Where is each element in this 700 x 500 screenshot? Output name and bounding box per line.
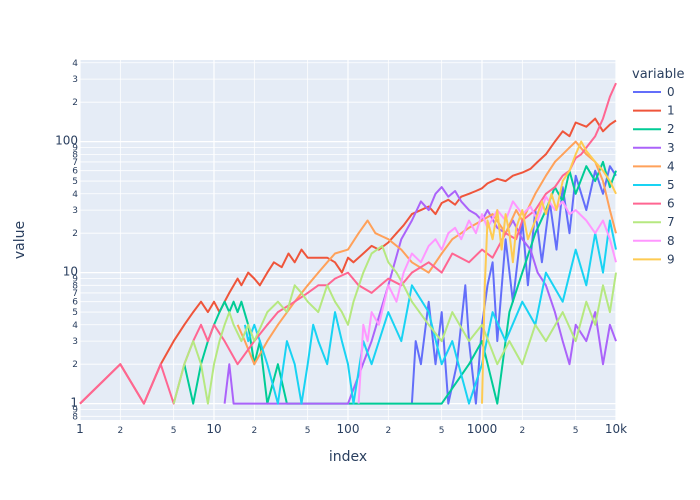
legend-title: variable (632, 67, 684, 82)
series-line-0 (410, 165, 617, 405)
y-tick-label: 3 (72, 337, 78, 347)
legend-item-1[interactable]: 1 (633, 104, 675, 118)
legend-item-2[interactable]: 2 (633, 122, 675, 136)
y-tick-label: 1 (70, 396, 78, 410)
legend-label: 7 (667, 215, 675, 229)
x-tick-label: 5 (573, 426, 579, 436)
legend-label: 2 (667, 122, 675, 136)
y-tick-label: 4 (72, 321, 78, 331)
y-tick-label: 5 (72, 308, 78, 318)
legend-item-7[interactable]: 7 (633, 215, 675, 229)
x-tick-label: 2 (519, 426, 525, 436)
legend-label: 0 (667, 85, 675, 99)
legend-item-9[interactable]: 9 (633, 252, 675, 266)
legend-label: 9 (667, 252, 675, 266)
legend-label: 8 (667, 234, 675, 248)
x-tick-label: 1 (76, 422, 84, 436)
y-tick-label: 8 (72, 150, 78, 160)
gridlines (79, 60, 617, 420)
series-line-7 (172, 244, 617, 405)
y-tick-label: 10 (63, 265, 78, 279)
x-tick-label: 2 (251, 426, 257, 436)
x-tick-label: 100 (337, 422, 360, 436)
y-tick-label: 2 (72, 360, 78, 370)
y-tick-label: 4 (72, 190, 78, 200)
x-tick-label: 2 (117, 426, 123, 436)
x-tick-label: 10 (206, 422, 221, 436)
y-tick-label: 7 (72, 289, 78, 299)
y-tick-label: 9 (72, 144, 78, 154)
y-tick-label: 8 (72, 412, 78, 422)
legend-item-0[interactable]: 0 (633, 85, 675, 99)
x-tick-label: 1000 (467, 422, 498, 436)
legend: variable 0 1 2 3 4 5 6 7 8 9 (632, 67, 684, 266)
series-line-5 (243, 219, 617, 405)
legend-label: 1 (667, 104, 675, 118)
legend-label: 4 (667, 159, 675, 173)
legend-label: 5 (667, 178, 675, 192)
x-axis-title: index (329, 449, 367, 465)
y-axis-title: value (12, 221, 28, 259)
legend-label: 3 (667, 141, 675, 155)
y-tick-label: 100 (55, 134, 78, 148)
y-tick-label: 6 (72, 167, 78, 177)
y-tick-label: 6 (72, 298, 78, 308)
y-tick-label: 9 (72, 406, 78, 416)
legend-item-3[interactable]: 3 (633, 141, 675, 155)
y-tick-label: 5 (72, 177, 78, 187)
y-tick-label: 9 (72, 275, 78, 285)
legend-item-8[interactable]: 8 (633, 234, 675, 248)
legend-item-6[interactable]: 6 (633, 197, 675, 211)
y-tick-label: 2 (72, 98, 78, 108)
legend-label: 6 (667, 197, 675, 211)
series-line-8 (357, 195, 617, 404)
series-layer (79, 82, 617, 405)
x-tick-label: 5 (305, 426, 311, 436)
series-line-4 (236, 140, 617, 366)
y-tick-label: 3 (72, 206, 78, 216)
x-tick-label: 10k (605, 422, 627, 436)
x-tick-labels: 1 2 5 10 2 5 100 2 5 1000 2 5 10k (76, 422, 627, 436)
y-tick-label: 4 (72, 59, 78, 69)
y-tick-label: 7 (72, 158, 78, 168)
y-tick-label: 2 (72, 229, 78, 239)
y-tick-label: 8 (72, 281, 78, 291)
legend-item-5[interactable]: 5 (633, 178, 675, 192)
x-tick-label: 5 (171, 426, 177, 436)
series-line-9 (481, 140, 617, 404)
y-tick-label: 3 (72, 75, 78, 85)
x-tick-label: 2 (385, 426, 391, 436)
legend-item-4[interactable]: 4 (633, 159, 675, 173)
series-line-6 (79, 82, 617, 405)
x-tick-label: 5 (439, 426, 445, 436)
